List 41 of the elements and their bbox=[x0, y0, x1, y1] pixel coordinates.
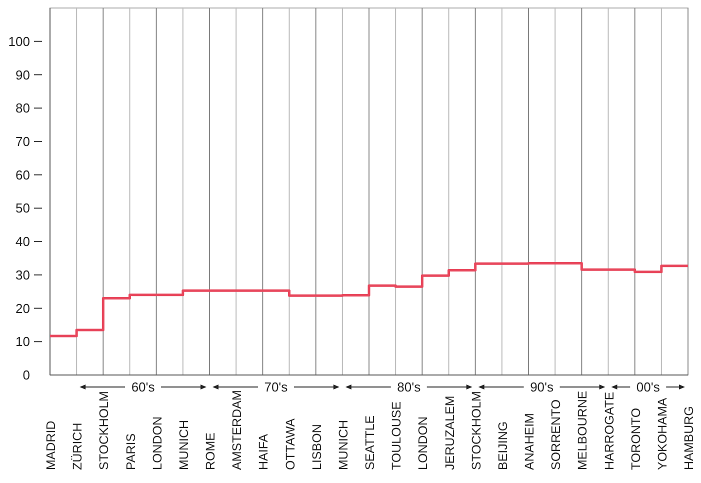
x-tick-label: AMSTERDAM bbox=[230, 390, 244, 470]
x-tick-label: TOULOUSE bbox=[390, 401, 404, 470]
y-tick-label: 90 bbox=[16, 67, 30, 82]
y-tick-label: 0 bbox=[22, 368, 30, 383]
text: 90's bbox=[530, 380, 554, 395]
x-tick-label: ROME bbox=[204, 432, 218, 470]
text: 60's bbox=[131, 380, 156, 395]
y-tick-label: 70 bbox=[16, 134, 30, 150]
x-tick-label: MUNICH bbox=[176, 420, 191, 470]
x-tick-label: OTTAWA bbox=[283, 418, 298, 470]
y-tick-label: 60 bbox=[16, 167, 30, 182]
x-tick-label: MUNICH bbox=[336, 420, 350, 470]
x-tick-label: HARROGATE bbox=[602, 392, 616, 470]
x-tick-label: STOCKHOLM bbox=[469, 391, 484, 470]
x-tick-label: HAMBURG bbox=[682, 406, 696, 470]
x-tick-label: LONDON bbox=[416, 416, 430, 470]
y-tick-label: 10 bbox=[16, 334, 30, 350]
x-tick-label: SEATTLE bbox=[363, 415, 377, 470]
x-tick-label: SORRENTO bbox=[549, 399, 564, 470]
x-tick-label: YOKOHAMA bbox=[655, 397, 670, 470]
x-tick-label: PARIS bbox=[124, 433, 138, 470]
text: 00's bbox=[636, 380, 660, 395]
x-tick-label: BEIJING bbox=[496, 421, 510, 470]
x-tick-label: ANAHEIM bbox=[522, 413, 536, 470]
text: 80's bbox=[397, 380, 422, 395]
y-tick-label: 20 bbox=[16, 300, 30, 316]
y-tick-label: 80 bbox=[16, 100, 30, 116]
x-tick-label: TORONTO bbox=[628, 408, 643, 470]
y-tick-label: 100 bbox=[8, 34, 30, 49]
x-tick-label: MADRID bbox=[44, 420, 58, 470]
x-tick-label: ZÜRICH bbox=[70, 422, 85, 470]
y-tick-label: 30 bbox=[16, 267, 30, 282]
y-tick-label: 40 bbox=[16, 234, 30, 250]
x-tick-label: HAIFA bbox=[256, 433, 271, 470]
x-tick-label: MELBOURNE bbox=[576, 390, 590, 470]
x-tick-label: LISBON bbox=[310, 424, 324, 470]
x-tick-label: STOCKHOLM bbox=[97, 391, 112, 470]
y-tick-label: 50 bbox=[16, 200, 30, 216]
text: 70's bbox=[264, 380, 288, 395]
x-tick-label: LONDON bbox=[150, 416, 164, 470]
x-tick-label: JERUZALEM bbox=[442, 396, 457, 470]
